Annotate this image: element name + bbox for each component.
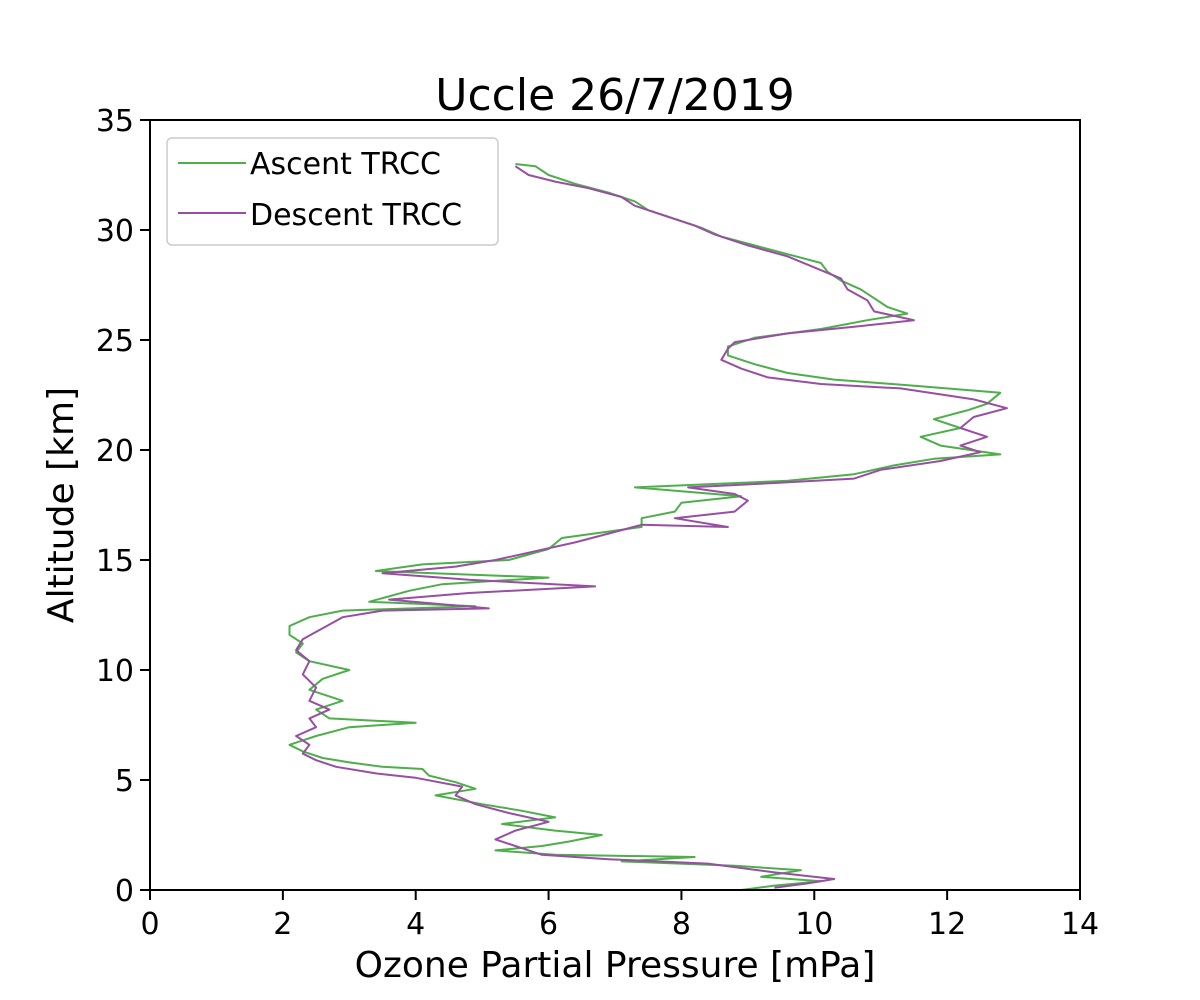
- y-tick-label: 0: [115, 874, 134, 909]
- y-tick-label: 10: [96, 654, 134, 689]
- y-tick-label: 20: [96, 434, 134, 469]
- x-tick-label: 10: [795, 907, 833, 942]
- y-axis: 0 5 10 15 20 25 30 35: [96, 104, 150, 909]
- x-axis: 0 2 4 6 8 10 12 14: [140, 890, 1099, 942]
- chart-title: Uccle 26/7/2019: [435, 70, 794, 121]
- legend-label-descent: Descent TRCC: [250, 198, 462, 233]
- series-line-ascent: [288, 163, 1002, 891]
- x-tick-label: 2: [273, 907, 292, 942]
- x-tick-label: 4: [406, 907, 425, 942]
- x-tick-label: 14: [1061, 907, 1099, 942]
- x-tick-label: 8: [672, 907, 691, 942]
- y-tick-label: 35: [96, 104, 134, 139]
- x-axis-label: Ozone Partial Pressure [mPa]: [355, 945, 876, 986]
- x-tick-label: 0: [140, 907, 159, 942]
- plot-frame: [149, 119, 1081, 891]
- y-axis-label: Altitude [km]: [41, 387, 82, 623]
- y-tick-label: 15: [96, 544, 134, 579]
- x-tick-label: 6: [539, 907, 558, 942]
- series-line-descent: [295, 165, 1008, 889]
- legend: Ascent TRCC Descent TRCC: [166, 137, 499, 246]
- legend-box: [166, 137, 499, 246]
- plot-area: [149, 119, 1081, 891]
- y-tick-label: 25: [96, 324, 134, 359]
- series-layer: [288, 163, 1008, 891]
- x-tick-label: 12: [928, 907, 966, 942]
- y-tick-label: 5: [115, 764, 134, 799]
- legend-label-ascent: Ascent TRCC: [250, 147, 441, 182]
- y-tick-label: 30: [96, 214, 134, 249]
